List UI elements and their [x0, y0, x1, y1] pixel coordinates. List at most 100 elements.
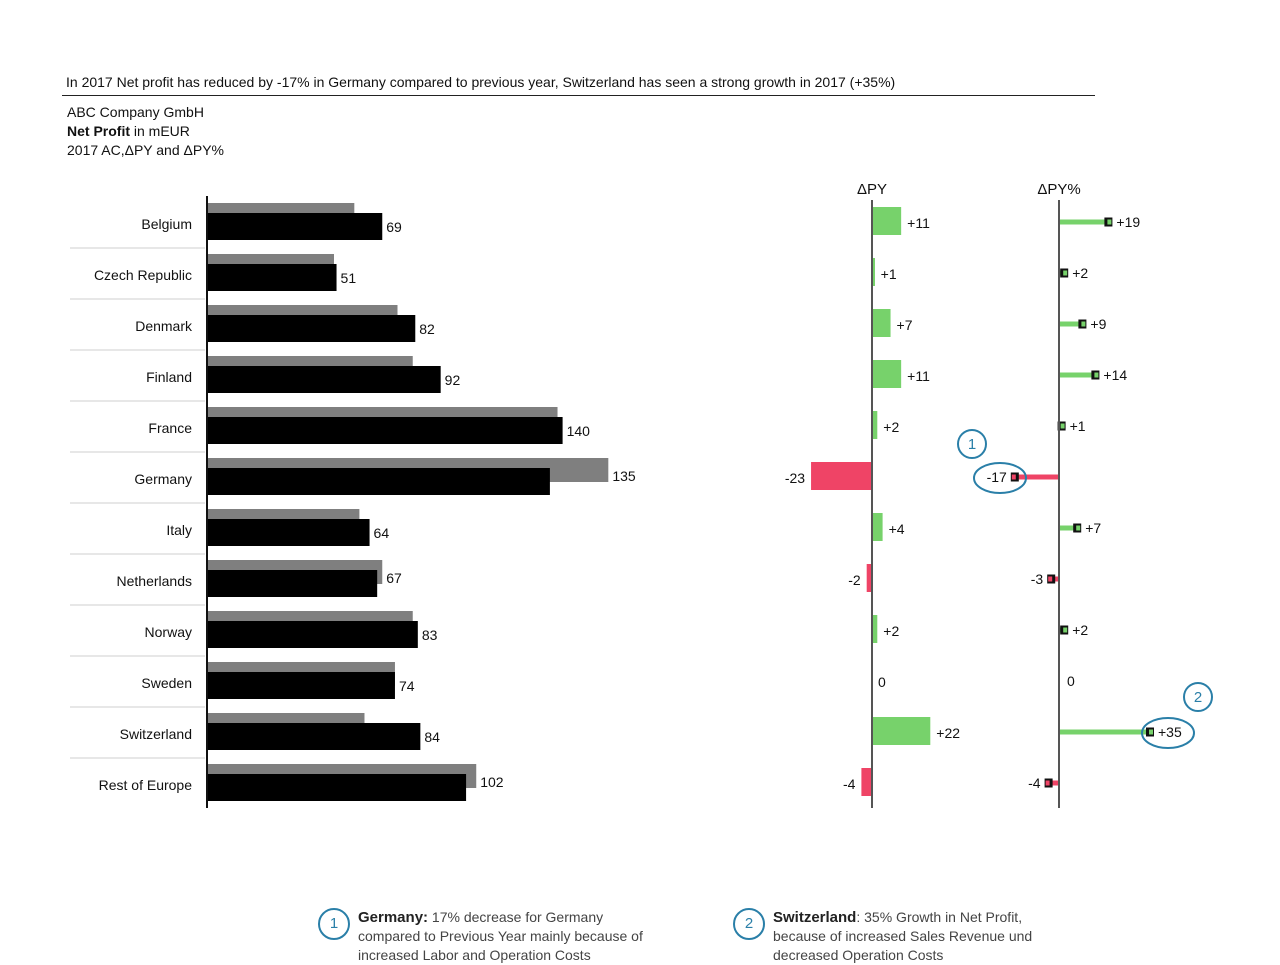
measure-line: Net Profit in mEUR: [67, 123, 190, 139]
delta-pct-pin-denmark: [1059, 321, 1083, 327]
delta-pct-head-fill-belgium: [1107, 219, 1112, 225]
delta-py-bar-czech-republic: [872, 258, 875, 286]
delta-pct-head-fill-netherlands: [1048, 576, 1053, 582]
callout-highlight-2: [1141, 717, 1195, 749]
ac-bar-belgium: [207, 213, 383, 240]
delta-pct-pin-rest-of-europe: [1048, 780, 1059, 786]
delta-pct-label-italy: +7: [1085, 520, 1101, 536]
scenario-line: 2017 AC,ΔPY and ΔPY%: [67, 142, 224, 158]
category-label-czech-republic: Czech Republic: [94, 267, 192, 283]
category-label-norway: Norway: [145, 624, 192, 640]
ac-value-label-france: 140: [567, 423, 591, 439]
delta-pct-pin-italy: [1059, 525, 1078, 531]
delta-pct-head-fill-switzerland: [1149, 729, 1153, 735]
category-label-germany: Germany: [134, 471, 192, 487]
delta-py-label-denmark: +7: [897, 317, 913, 333]
category-label-sweden: Sweden: [141, 675, 192, 691]
callout-circle-1: [957, 429, 987, 459]
delta-pct-head-fill-norway: [1063, 627, 1068, 633]
category-label-france: France: [148, 420, 192, 436]
delta-pct-label-rest-of-europe: -4: [1028, 775, 1041, 791]
delta-py-label-czech-republic: +1: [881, 266, 897, 282]
delta-py-label-finland: +11: [907, 368, 930, 384]
annotation-bold-2: Switzerland: [773, 909, 857, 926]
annotation-text-2: Switzerland: 35% Growth in Net Profit, b…: [773, 908, 1073, 965]
delta-py-bar-germany: [811, 462, 872, 490]
ac-value-label-belgium: 69: [386, 219, 402, 235]
delta-pct-pin-switzerland: [1059, 729, 1150, 735]
callout-badge-1: 1: [318, 908, 350, 940]
delta-py-label-italy: +4: [889, 521, 905, 537]
delta-pct-head-fill-germany: [1011, 474, 1016, 480]
ac-bar-france: [207, 417, 563, 444]
category-label-switzerland: Switzerland: [120, 726, 192, 742]
delta-pct-label-denmark: +9: [1090, 316, 1106, 332]
delta-py-label-rest-of-europe: -4: [843, 776, 856, 792]
delta-pct-head-fill-france: [1060, 423, 1065, 429]
delta-py-bar-france: [872, 411, 878, 439]
ac-bar-italy: [207, 519, 370, 546]
delta-pct-title: ΔPY%: [1037, 181, 1080, 198]
callout-badge-2: 2: [733, 908, 765, 940]
delta-pct-label-norway: +2: [1072, 622, 1088, 638]
ac-value-label-denmark: 82: [419, 321, 435, 337]
delta-pct-head-fill-finland: [1094, 372, 1099, 378]
delta-pct-label-switzerland: +35: [1158, 724, 1182, 740]
ac-value-label-germany: 135: [612, 468, 636, 484]
callout-circle-2: [1183, 682, 1213, 712]
delta-py-label-netherlands: -2: [848, 572, 861, 588]
delta-py-bar-netherlands: [866, 564, 872, 592]
annotation-body-2: : 35% Growth in Net Profit, because of i…: [773, 909, 1033, 963]
delta-py-bar-rest-of-europe: [861, 768, 872, 796]
category-label-netherlands: Netherlands: [117, 573, 193, 589]
ac-bar-norway: [207, 621, 418, 648]
ac-bar-rest-of-europe: [207, 774, 467, 801]
ac-bar-netherlands: [207, 570, 378, 597]
headline-divider: [62, 95, 1095, 96]
ac-bar-switzerland: [207, 723, 421, 750]
ac-value-label-switzerland: 84: [424, 729, 440, 745]
ac-value-label-finland: 92: [445, 372, 461, 388]
ac-value-label-norway: 83: [422, 627, 438, 643]
delta-py-label-switzerland: +22: [936, 725, 960, 741]
company-name: ABC Company GmbH: [67, 104, 204, 120]
delta-pct-head-fill-denmark: [1081, 321, 1086, 327]
delta-py-bar-italy: [872, 513, 883, 541]
ac-value-label-rest-of-europe: 102: [480, 774, 504, 790]
delta-pct-pin-finland: [1059, 372, 1096, 378]
delta-pct-label-netherlands: -3: [1031, 571, 1044, 587]
delta-py-label-belgium: +11: [907, 215, 930, 231]
category-label-belgium: Belgium: [141, 216, 192, 232]
category-label-italy: Italy: [166, 522, 192, 538]
measure-bold: Net Profit: [67, 123, 130, 139]
ac-bar-germany: [207, 468, 550, 495]
delta-pct-pin-germany: [1014, 474, 1059, 480]
ac-value-label-netherlands: 67: [386, 570, 402, 586]
callout-number-1: 1: [968, 436, 976, 453]
delta-pct-label-czech-republic: +2: [1072, 265, 1088, 281]
ac-bar-czech-republic: [207, 264, 337, 291]
ac-bar-denmark: [207, 315, 416, 342]
delta-py-label-germany: -23: [785, 470, 805, 486]
category-label-denmark: Denmark: [135, 318, 193, 334]
delta-py-label-sweden: 0: [878, 674, 886, 690]
delta-py-bar-finland: [872, 360, 902, 388]
delta-pct-head-fill-rest-of-europe: [1045, 780, 1050, 786]
measure-unit: in mEUR: [130, 123, 190, 139]
delta-py-title: ΔPY: [857, 181, 887, 198]
delta-pct-head-fill-czech-republic: [1063, 270, 1068, 276]
ac-bar-sweden: [207, 672, 395, 699]
ac-value-label-sweden: 74: [399, 678, 415, 694]
category-label-rest-of-europe: Rest of Europe: [99, 777, 193, 793]
delta-pct-label-belgium: +19: [1116, 214, 1140, 230]
annotation-body-1: 17% decrease for Germany compared to Pre…: [358, 909, 643, 963]
delta-py-bar-denmark: [872, 309, 891, 337]
category-label-finland: Finland: [146, 369, 192, 385]
callout-highlight-1: [973, 462, 1027, 494]
callout-number-2: 2: [1194, 689, 1202, 706]
delta-pct-label-sweden: 0: [1067, 673, 1075, 689]
ac-value-label-czech-republic: 51: [341, 270, 357, 286]
delta-py-label-norway: +2: [883, 623, 899, 639]
delta-py-bar-belgium: [872, 207, 902, 235]
